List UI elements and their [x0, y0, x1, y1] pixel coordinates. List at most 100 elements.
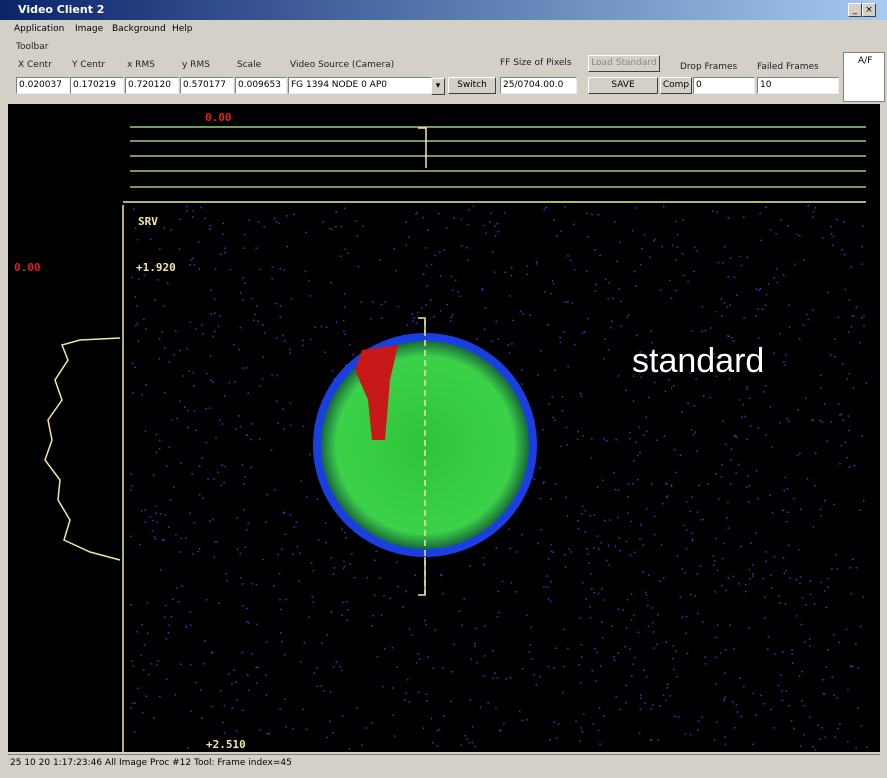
noise-dot: [423, 728, 425, 730]
noise-dot: [575, 720, 577, 722]
noise-dot: [729, 304, 731, 306]
noise-dot: [169, 361, 171, 363]
noise-dot: [356, 707, 358, 709]
noise-dot: [846, 457, 848, 459]
noise-dot: [632, 483, 634, 485]
noise-dot: [243, 509, 245, 511]
noise-dot: [540, 498, 542, 500]
noise-dot: [344, 532, 346, 534]
noise-dot: [341, 670, 343, 672]
noise-dot: [686, 548, 688, 550]
noise-dot: [627, 317, 629, 319]
noise-dot: [536, 263, 538, 265]
noise-dot: [733, 648, 735, 650]
noise-dot: [731, 337, 733, 339]
menu-item[interactable]: Help: [172, 24, 193, 34]
noise-dot: [788, 705, 790, 707]
noise-dot: [145, 430, 147, 432]
noise-dot: [308, 280, 310, 282]
menu-item[interactable]: Image: [75, 24, 103, 34]
noise-dot: [749, 569, 751, 571]
noise-dot: [803, 259, 805, 261]
switch-button[interactable]: Switch: [448, 77, 496, 94]
noise-dot: [296, 522, 298, 524]
save-button[interactable]: SAVE: [588, 77, 658, 94]
noise-dot: [300, 480, 302, 482]
noise-dot: [854, 465, 856, 467]
noise-dot: [435, 630, 437, 632]
noise-dot: [841, 413, 843, 415]
noise-dot: [141, 655, 143, 657]
combo-arrow[interactable]: ▾: [431, 78, 445, 95]
noise-dot: [646, 431, 648, 433]
menu-item[interactable]: Background: [112, 24, 166, 34]
noise-dot: [293, 214, 295, 216]
noise-dot: [752, 573, 754, 575]
noise-dot: [484, 676, 486, 678]
pixels-field[interactable]: 25/0704.00.0: [500, 77, 577, 94]
noise-dot: [440, 275, 442, 277]
noise-dot: [686, 616, 688, 618]
noise-dot: [216, 541, 218, 543]
noise-dot: [771, 587, 773, 589]
noise-dot: [594, 592, 596, 594]
noise-dot: [226, 580, 228, 582]
noise-dot: [188, 370, 190, 372]
noise-dot: [604, 339, 606, 341]
noise-dot: [787, 225, 789, 227]
x-centr-field[interactable]: 0.020037: [16, 77, 70, 94]
noise-dot: [485, 232, 487, 234]
noise-dot: [138, 340, 140, 342]
noise-dot: [367, 577, 369, 579]
noise-dot: [619, 241, 621, 243]
noise-dot: [783, 557, 785, 559]
load-standard-button[interactable]: Load Standard: [588, 55, 660, 72]
noise-dot: [414, 574, 416, 576]
noise-dot: [350, 564, 352, 566]
source-combo[interactable]: FG 1394 NODE 0 AP0: [288, 77, 432, 94]
noise-dot: [675, 290, 677, 292]
noise-dot: [331, 611, 333, 613]
scale-field[interactable]: 0.009653: [235, 77, 287, 94]
minimize-button[interactable]: _: [848, 3, 862, 17]
noise-dot: [202, 333, 204, 335]
drop-frames-field[interactable]: 0: [693, 77, 755, 94]
noise-dot: [783, 275, 785, 277]
close-button[interactable]: ×: [862, 3, 876, 17]
noise-dot: [747, 475, 749, 477]
noise-dot: [628, 315, 630, 317]
noise-dot: [240, 327, 242, 329]
y-rms-field[interactable]: 0.570177: [180, 77, 234, 94]
noise-dot: [345, 537, 347, 539]
comp-button[interactable]: Comp: [660, 77, 692, 94]
noise-dot: [291, 298, 293, 300]
noise-dot: [285, 599, 287, 601]
noise-dot: [383, 595, 385, 597]
menu-item[interactable]: Application: [14, 24, 64, 34]
noise-dot: [801, 624, 803, 626]
noise-dot: [606, 440, 608, 442]
noise-dot: [791, 649, 793, 651]
y-centr-field[interactable]: 0.170219: [70, 77, 124, 94]
noise-dot: [336, 662, 338, 664]
noise-dot: [773, 277, 775, 279]
noise-dot: [522, 668, 524, 670]
x-rms-field[interactable]: 0.720120: [125, 77, 179, 94]
noise-dot: [710, 327, 712, 329]
noise-dot: [603, 438, 605, 440]
noise-dot: [662, 503, 664, 505]
noise-dot: [727, 502, 729, 504]
noise-dot: [381, 317, 383, 319]
noise-dot: [832, 245, 834, 247]
noise-dot: [743, 317, 745, 319]
status-text: 25 10 20 1:17:23:46 All Image Proc #12 T…: [10, 758, 292, 768]
noise-dot: [453, 217, 455, 219]
failed-frames-field[interactable]: 10: [757, 77, 839, 94]
noise-dot: [673, 669, 675, 671]
noise-dot: [218, 602, 220, 604]
noise-dot: [396, 562, 398, 564]
noise-dot: [341, 226, 343, 228]
noise-dot: [172, 599, 174, 601]
noise-dot: [787, 488, 789, 490]
noise-dot: [760, 695, 762, 697]
